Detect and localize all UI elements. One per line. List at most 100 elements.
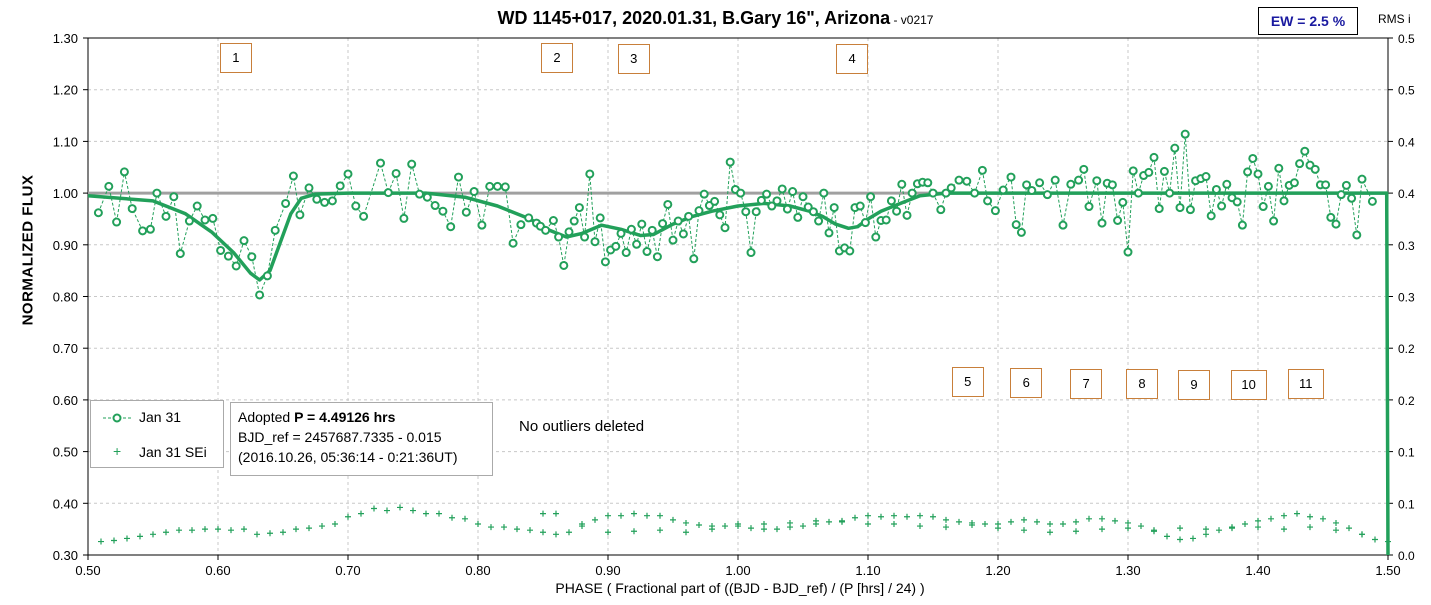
rms-point — [878, 513, 884, 520]
flux-point — [642, 247, 652, 257]
flux-point — [454, 172, 463, 182]
x-tick-label: 1.30 — [1115, 563, 1140, 578]
rms-point — [176, 527, 182, 534]
rms-point — [1190, 535, 1196, 542]
flux-point — [1097, 218, 1107, 228]
flux-point — [699, 189, 709, 199]
flux-point — [1074, 175, 1084, 185]
flux-point — [1180, 129, 1190, 139]
flux-point — [819, 188, 829, 198]
flux-point — [977, 165, 987, 175]
flux-point — [152, 188, 162, 198]
flux-point — [184, 216, 194, 226]
flux-point — [663, 199, 673, 209]
flux-point — [461, 207, 471, 217]
rms-point — [1359, 531, 1365, 538]
rms-point — [1203, 531, 1209, 538]
rms-point — [917, 523, 923, 530]
rms-point — [1151, 527, 1157, 534]
rms-point — [1021, 527, 1027, 534]
flux-point — [559, 260, 569, 270]
period-info-box: Adopted P = 4.49126 hrs BJD_ref = 245768… — [230, 402, 493, 476]
flux-point — [569, 216, 579, 226]
rms-point — [813, 517, 819, 524]
flux-point — [793, 212, 803, 222]
flux-point — [1341, 180, 1351, 190]
rms-point — [943, 524, 949, 531]
flux-point — [1263, 181, 1273, 191]
dip-marker-8: 8 — [1126, 368, 1158, 399]
flux-point — [946, 183, 956, 193]
flux-point — [658, 219, 668, 229]
flux-point — [1295, 159, 1305, 169]
flux-point — [1144, 167, 1154, 177]
rms-point — [540, 510, 546, 517]
rms-point — [904, 513, 910, 520]
flux-point — [335, 181, 345, 191]
flux-point — [855, 201, 865, 211]
flux-point — [881, 215, 891, 225]
flux-point — [954, 175, 964, 185]
rms-point — [1099, 515, 1105, 522]
flux-point — [1289, 178, 1299, 188]
flux-point — [1201, 172, 1211, 182]
flux-point — [446, 222, 456, 232]
rms-point — [1242, 520, 1248, 527]
rms-point — [1203, 526, 1209, 533]
flux-point — [1050, 175, 1060, 185]
flux-point — [1079, 164, 1089, 174]
chart-title-version: v0217 — [900, 13, 934, 27]
y-tick-label: 0.70 — [53, 341, 78, 356]
y-tick-label: 1.30 — [53, 31, 78, 46]
dip-marker-5: 5 — [951, 367, 984, 398]
flux-point — [312, 194, 322, 204]
flux-point — [756, 195, 766, 205]
rms-point — [150, 531, 156, 538]
dip-marker-9: 9 — [1178, 369, 1210, 400]
legend-markers: + — [103, 413, 131, 459]
rms-point — [982, 520, 988, 527]
flux-point — [255, 290, 265, 300]
flux-point — [270, 225, 280, 235]
rms-point — [891, 512, 897, 519]
flux-point — [391, 168, 401, 178]
chart-title-sep: - — [890, 13, 901, 27]
flux-point — [548, 216, 558, 226]
flux-point — [1170, 143, 1180, 153]
flux-point — [808, 207, 818, 217]
flux-point — [1331, 219, 1341, 229]
dip-marker-6: 6 — [1010, 368, 1043, 399]
rms-point — [696, 522, 702, 529]
ew-label: EW = 2.5 % — [1258, 7, 1358, 35]
x-tick-label: 1.00 — [725, 563, 750, 578]
flux-point — [829, 203, 839, 213]
flux-point — [93, 208, 103, 218]
flux-point — [611, 241, 621, 251]
flux-point — [1084, 202, 1094, 212]
rms-point — [644, 512, 650, 519]
rms-point — [280, 529, 286, 536]
flux-point — [741, 207, 751, 217]
flux-point — [1248, 153, 1258, 163]
rms-point — [163, 529, 169, 536]
flux-point — [262, 271, 272, 281]
flux-point — [223, 251, 233, 261]
flux-point — [777, 184, 787, 194]
flux-point — [574, 203, 584, 213]
flux-point — [1123, 247, 1133, 257]
flux-point — [477, 220, 487, 230]
y2-tick-label: 0.4 — [1398, 135, 1415, 149]
y-tick-label: 0.60 — [53, 393, 78, 408]
bjd-ref-date: (2016.10.26, 05:36:14 - 0:21:36UT) — [238, 449, 458, 465]
rms-point — [1255, 524, 1261, 531]
rms-point — [1099, 526, 1105, 533]
flux-point — [772, 196, 782, 206]
flux-point — [814, 216, 824, 226]
flux-point — [866, 192, 876, 202]
rms-point — [657, 527, 663, 534]
legend-entry-jan31-sei: Jan 31 SEi — [139, 444, 207, 460]
flux-point — [998, 185, 1008, 195]
flux-point — [824, 228, 834, 238]
flux-point — [762, 189, 772, 199]
flux-point — [1217, 201, 1227, 211]
